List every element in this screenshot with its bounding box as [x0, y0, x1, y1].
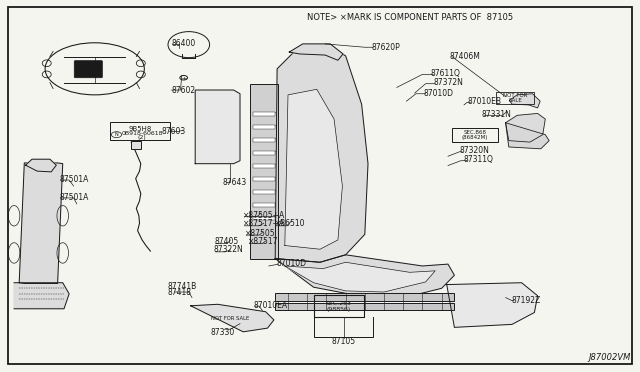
FancyBboxPatch shape — [74, 61, 102, 78]
Text: 86400: 86400 — [172, 39, 196, 48]
Bar — [253, 138, 275, 142]
Bar — [253, 203, 275, 207]
Text: 87501A: 87501A — [60, 175, 89, 184]
Bar — [253, 151, 275, 155]
Text: 87010EA: 87010EA — [253, 301, 287, 310]
Polygon shape — [275, 255, 454, 299]
Bar — [253, 164, 275, 168]
Polygon shape — [14, 283, 69, 309]
Text: NOT FOR
SALE: NOT FOR SALE — [503, 93, 527, 103]
Text: 87010EB: 87010EB — [467, 97, 501, 106]
Text: 87602: 87602 — [172, 86, 196, 94]
Text: N: N — [115, 132, 118, 137]
Polygon shape — [285, 262, 435, 292]
Text: 87406M: 87406M — [450, 52, 481, 61]
Text: 87010D: 87010D — [424, 89, 454, 97]
Polygon shape — [509, 94, 540, 108]
Text: 87405: 87405 — [214, 237, 239, 246]
Bar — [253, 177, 275, 181]
Text: 87192Z: 87192Z — [512, 296, 541, 305]
Bar — [496, 92, 534, 104]
Text: 87105: 87105 — [332, 337, 356, 346]
Polygon shape — [191, 304, 274, 332]
Polygon shape — [19, 163, 63, 283]
Bar — [131, 141, 141, 149]
Text: 87418: 87418 — [168, 288, 192, 297]
Bar — [110, 122, 170, 140]
Text: 87620P: 87620P — [371, 43, 400, 52]
Text: 87311Q: 87311Q — [464, 155, 494, 164]
Bar — [452, 128, 498, 142]
Text: SEC.253
(98856): SEC.253 (98856) — [326, 301, 351, 312]
Text: ×87505: ×87505 — [245, 229, 276, 238]
Polygon shape — [447, 283, 538, 327]
Text: 87643: 87643 — [223, 178, 247, 187]
Bar — [253, 217, 275, 220]
Text: 87372N: 87372N — [433, 78, 463, 87]
Polygon shape — [26, 159, 56, 172]
Bar — [275, 303, 454, 310]
Bar — [253, 125, 275, 129]
Text: 87611Q: 87611Q — [431, 69, 461, 78]
Bar — [253, 190, 275, 194]
Text: 0B918-60618: 0B918-60618 — [122, 131, 163, 136]
Text: (2): (2) — [138, 135, 147, 140]
Text: 87741B: 87741B — [168, 282, 197, 291]
Bar — [250, 84, 278, 259]
Text: NOT FOR SALE: NOT FOR SALE — [211, 316, 250, 321]
Text: SEC.B68
(86842M): SEC.B68 (86842M) — [461, 130, 488, 140]
Text: 87010D: 87010D — [276, 259, 307, 267]
Text: 87331N: 87331N — [481, 110, 511, 119]
Bar — [253, 112, 275, 116]
Polygon shape — [506, 123, 549, 149]
Text: 87501A: 87501A — [60, 193, 89, 202]
Text: ×86510: ×86510 — [275, 219, 306, 228]
Text: 87322N: 87322N — [213, 246, 243, 254]
Bar — [275, 293, 454, 301]
Text: J87002VM: J87002VM — [588, 353, 630, 362]
Polygon shape — [195, 90, 240, 164]
Bar — [314, 295, 364, 317]
Text: ×87505+A: ×87505+A — [243, 211, 285, 219]
Polygon shape — [275, 45, 368, 262]
Text: 87603: 87603 — [162, 127, 186, 136]
Text: 87320N: 87320N — [460, 146, 490, 155]
Text: 87330: 87330 — [211, 328, 235, 337]
Text: ×87517: ×87517 — [248, 237, 278, 246]
Text: 9B5H8: 9B5H8 — [128, 126, 152, 132]
Text: NOTE> ×MARK IS COMPONENT PARTS OF  87105: NOTE> ×MARK IS COMPONENT PARTS OF 87105 — [307, 13, 513, 22]
Polygon shape — [289, 44, 343, 60]
Polygon shape — [506, 113, 545, 142]
Text: ×87517+A: ×87517+A — [243, 219, 285, 228]
Polygon shape — [285, 89, 342, 249]
